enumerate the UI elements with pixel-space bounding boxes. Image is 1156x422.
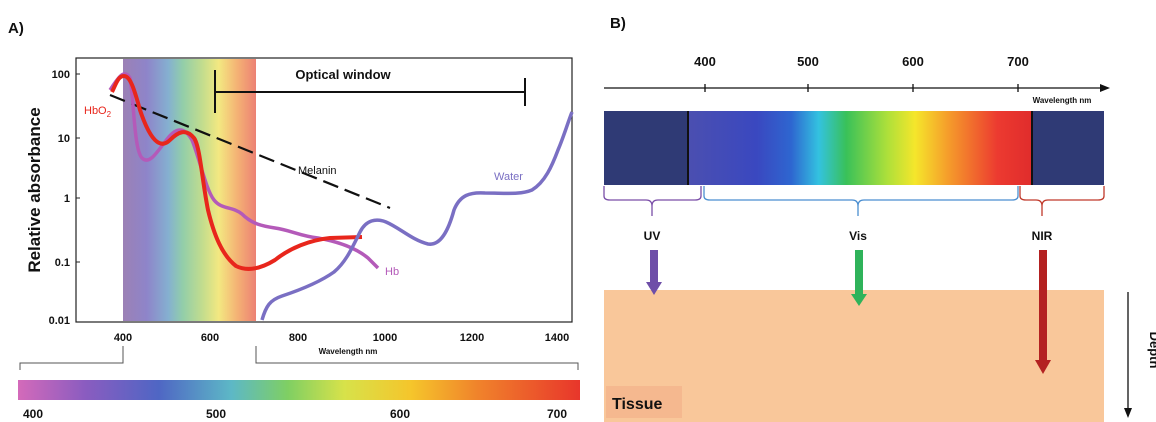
axis-tick-600: 600 bbox=[902, 54, 924, 69]
bar-a-tick-500: 500 bbox=[206, 407, 226, 421]
optical-window-bracket bbox=[214, 70, 526, 113]
y-tick-10: 10 bbox=[58, 133, 70, 145]
x-tick-1000: 1000 bbox=[373, 332, 397, 344]
x-tick-800: 800 bbox=[289, 332, 307, 344]
panel-b-label: B) bbox=[610, 15, 626, 32]
depth-arrow-icon bbox=[1124, 408, 1132, 418]
panel-a-label: A) bbox=[8, 20, 24, 37]
zoom-bracket bbox=[19, 346, 579, 370]
uv-label: UV bbox=[644, 229, 661, 243]
axis-tick-400: 400 bbox=[694, 54, 716, 69]
axis-tick-500: 500 bbox=[797, 54, 819, 69]
x-tick-1200: 1200 bbox=[460, 332, 484, 344]
hb-label: Hb bbox=[385, 266, 399, 278]
water-label: Water bbox=[494, 171, 523, 183]
y-tick-100: 100 bbox=[52, 69, 70, 81]
hbo2-curve bbox=[110, 74, 363, 271]
uv-brace bbox=[603, 186, 702, 216]
hbo2-label: HbO2 bbox=[84, 105, 112, 119]
y-tick-0.1: 0.1 bbox=[55, 257, 70, 269]
tissue-block bbox=[604, 290, 1104, 422]
vis-label: Vis bbox=[849, 229, 867, 243]
visible-band bbox=[123, 59, 256, 321]
tissue-label-box bbox=[606, 386, 682, 418]
melanin-label: Melanin bbox=[298, 165, 337, 177]
visible-spectrum-b bbox=[688, 111, 1032, 185]
vis-brace bbox=[703, 186, 1019, 216]
y-axis-label: Relative absorbance bbox=[25, 107, 44, 272]
x-tick-400: 400 bbox=[114, 332, 132, 344]
y-tick-1: 1 bbox=[64, 193, 70, 205]
axis-tick-700: 700 bbox=[1007, 54, 1029, 69]
nir-label: NIR bbox=[1032, 229, 1053, 243]
depth-label: Depth bbox=[1147, 332, 1156, 369]
spectrum-bar-a bbox=[18, 380, 580, 400]
optical-window-label: Optical window bbox=[295, 67, 391, 82]
bar-a-tick-600: 600 bbox=[390, 407, 410, 421]
water-curve bbox=[260, 111, 574, 321]
x-tick-600: 600 bbox=[201, 332, 219, 344]
nir-arrow bbox=[1035, 250, 1051, 374]
axis-arrow-icon bbox=[1100, 84, 1110, 92]
y-tick-0.01: 0.01 bbox=[49, 315, 70, 327]
bar-a-tick-700: 700 bbox=[547, 407, 567, 421]
nir-brace bbox=[1019, 186, 1105, 216]
tissue-label: Tissue bbox=[612, 396, 663, 413]
x-tick-1400: 1400 bbox=[545, 332, 569, 344]
x-axis-label: Wavelength nm bbox=[319, 347, 378, 356]
melanin-curve bbox=[109, 93, 391, 210]
uv-arrow bbox=[646, 250, 662, 295]
bar-a-tick-400: 400 bbox=[23, 407, 43, 421]
axis-label: Wavelength nm bbox=[1033, 96, 1092, 105]
vis-arrow bbox=[851, 250, 867, 306]
